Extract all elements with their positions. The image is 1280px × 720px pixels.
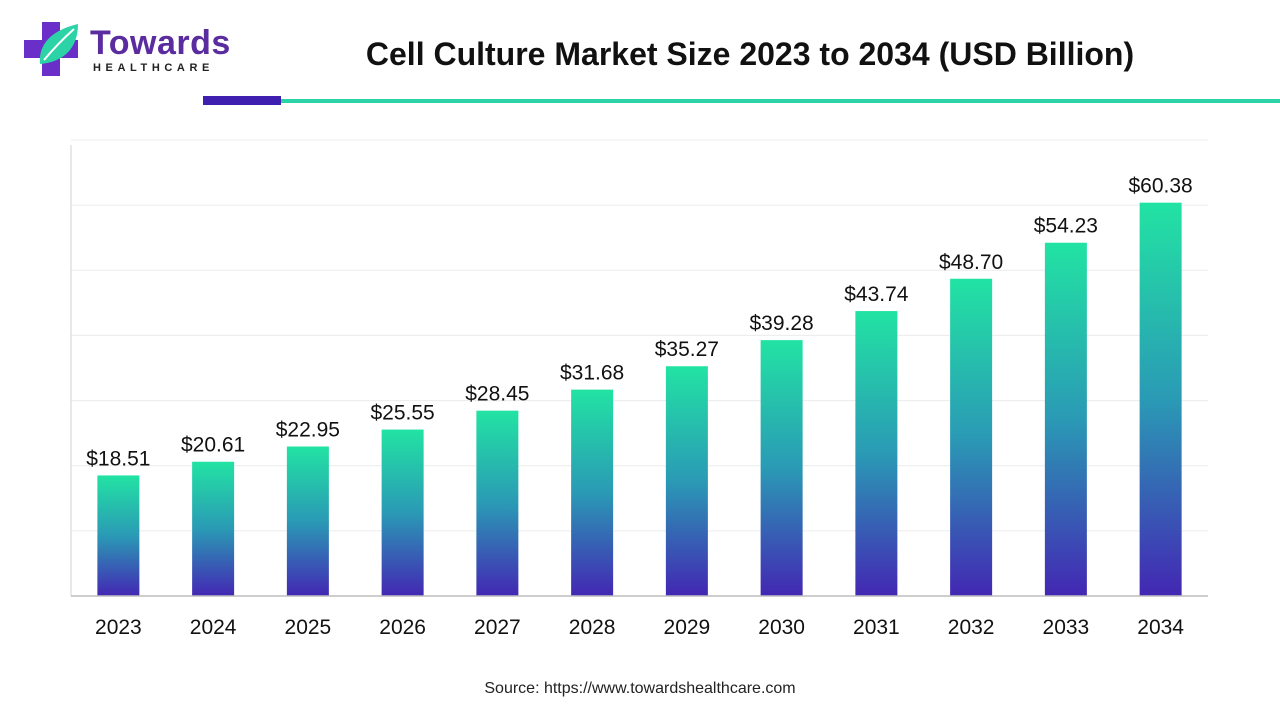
bar-2026	[381, 429, 424, 596]
x-tick-2023: 2023	[95, 616, 142, 639]
bar-2027	[476, 410, 519, 596]
logo-wordmark: Towards	[90, 24, 231, 62]
logo-subtitle: HEALTHCARE	[93, 62, 214, 74]
value-labels: $18.51 $20.61 $22.95 $25.55 $28.45 $31.68 $35.…	[86, 175, 1192, 471]
x-tick-2026: 2026	[379, 616, 426, 639]
medical-cross-leaf-icon	[24, 22, 78, 76]
value-label-2029: $35.27	[655, 338, 719, 361]
value-label-2026: $25.55	[371, 402, 435, 425]
value-label-2033: $54.23	[1034, 215, 1098, 238]
bar-2023	[97, 475, 140, 596]
x-tick-2031: 2031	[853, 616, 900, 639]
x-tick-2030: 2030	[758, 616, 805, 639]
title-underline-dark	[203, 96, 281, 105]
x-tick-2025: 2025	[285, 616, 332, 639]
value-label-2032: $48.70	[939, 251, 1003, 274]
x-tick-2027: 2027	[474, 616, 521, 639]
value-label-2023: $18.51	[86, 447, 150, 470]
title-underline-teal	[281, 99, 1280, 103]
bar-2033	[1044, 242, 1087, 596]
value-label-2028: $31.68	[560, 362, 624, 385]
bar-2031	[855, 311, 898, 596]
value-label-2034: $60.38	[1129, 175, 1193, 198]
source-note: Source: https://www.towardshealthcare.co…	[484, 680, 796, 697]
bar-2034	[1139, 202, 1182, 597]
bar-2029	[665, 366, 708, 596]
value-label-2024: $20.61	[181, 434, 245, 457]
bar-2030	[760, 340, 803, 596]
value-label-2031: $43.74	[844, 283, 909, 306]
bar-2024	[192, 461, 235, 596]
brand-logo: Towards HEALTHCARE	[20, 18, 240, 80]
bar-2025	[286, 446, 329, 596]
gridlines	[71, 139, 1208, 532]
bar-2032	[950, 278, 993, 596]
x-tick-labels: 2023 2024 2025 2026 2027 2028 2029 2030 2031 2032…	[95, 616, 1184, 639]
x-tick-2032: 2032	[948, 616, 995, 639]
chart-title: Cell Culture Market Size 2023 to 2034 (U…	[365, 36, 1135, 72]
value-label-2027: $28.45	[465, 383, 529, 406]
value-label-2025: $22.95	[276, 418, 340, 441]
x-tick-2034: 2034	[1137, 616, 1184, 639]
x-tick-2033: 2033	[1043, 616, 1090, 639]
bar-2028	[571, 389, 614, 596]
bars	[97, 202, 1182, 597]
x-tick-2029: 2029	[664, 616, 711, 639]
x-tick-2024: 2024	[190, 616, 237, 639]
x-tick-2028: 2028	[569, 616, 616, 639]
value-label-2030: $39.28	[750, 312, 814, 335]
